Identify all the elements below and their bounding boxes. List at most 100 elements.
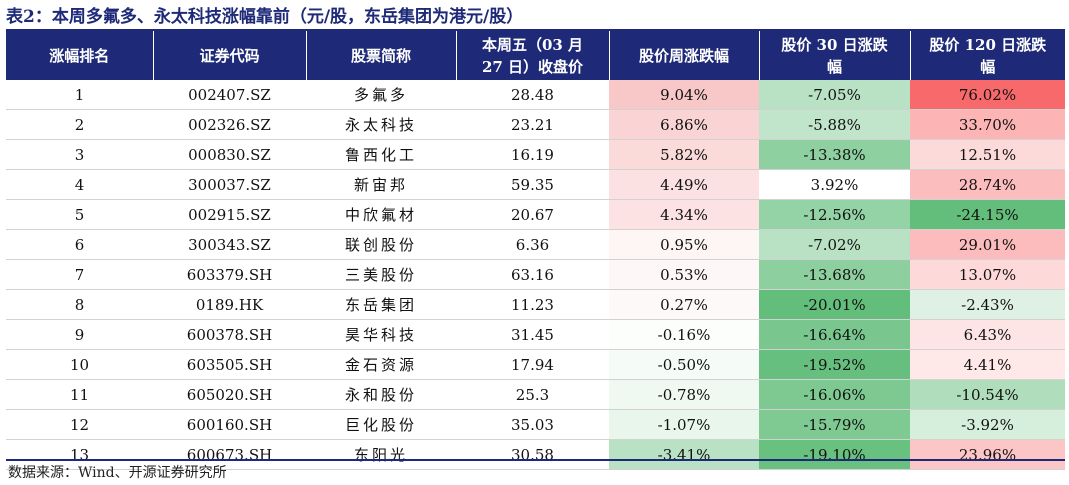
header-rank: 涨幅排名 xyxy=(6,31,154,80)
cell-rank: 11 xyxy=(6,379,153,410)
cell-rank: 8 xyxy=(6,289,153,320)
cell-rank: 9 xyxy=(6,319,153,350)
cell-30d-change: -7.02% xyxy=(759,229,910,260)
cell-week-change: 4.34% xyxy=(609,199,759,230)
cell-week-change: -0.16% xyxy=(609,319,759,350)
cell-120d-change: 33.70% xyxy=(910,109,1065,140)
cell-close: 17.94 xyxy=(456,349,609,380)
header-close: 本周五（03 月 27 日）收盘价 xyxy=(456,31,610,80)
cell-week-change: 6.86% xyxy=(609,109,759,140)
table-row: 8 0189.HK 东岳集团 11.23 0.27% -20.01% -2.43% xyxy=(6,289,1065,320)
cell-name: 新宙邦 xyxy=(306,169,456,200)
header-30d-change: 股价 30 日涨跌幅 xyxy=(759,31,911,80)
table-row: 12 600160.SH 巨化股份 35.03 -1.07% -15.79% -3.92% xyxy=(6,409,1065,440)
cell-30d-change: -7.05% xyxy=(759,80,910,110)
cell-rank: 3 xyxy=(6,139,153,170)
cell-120d-change: 29.01% xyxy=(910,229,1065,260)
cell-close: 6.36 xyxy=(456,229,609,260)
cell-close: 16.19 xyxy=(456,139,609,170)
header-text-line: 涨幅排名 xyxy=(49,46,110,65)
cell-30d-change: -5.88% xyxy=(759,109,910,140)
cell-close: 20.67 xyxy=(456,199,609,230)
table-row: 9 600378.SH 昊华科技 31.45 -0.16% -16.64% 6.43% xyxy=(6,319,1065,350)
cell-close: 11.23 xyxy=(456,289,609,320)
cell-120d-change: 13.07% xyxy=(910,259,1065,290)
cell-code: 300037.SZ xyxy=(153,169,306,200)
cell-name: 巨化股份 xyxy=(306,409,456,440)
cell-week-change: 0.27% xyxy=(609,289,759,320)
cell-120d-change: 6.43% xyxy=(910,319,1065,350)
cell-close: 28.48 xyxy=(456,80,609,110)
cell-rank: 2 xyxy=(6,109,153,140)
cell-120d-change: 76.02% xyxy=(910,80,1065,110)
top-rule xyxy=(6,29,1065,31)
cell-name: 永和股份 xyxy=(306,379,456,410)
cell-120d-change: 23.96% xyxy=(910,439,1065,470)
header-text-line: 幅 xyxy=(826,57,842,76)
table-row: 11 605020.SH 永和股份 25.3 -0.78% -16.06% -10.54% xyxy=(6,379,1065,410)
cell-120d-change: 12.51% xyxy=(910,139,1065,170)
cell-name: 永太科技 xyxy=(306,109,456,140)
table-row: 7 603379.SH 三美股份 63.16 0.53% -13.68% 13.07% xyxy=(6,259,1065,290)
cell-30d-change: -19.52% xyxy=(759,349,910,380)
cell-code: 603379.SH xyxy=(153,259,306,290)
header-text-line: 股价 120 日涨跌 xyxy=(929,35,1047,54)
cell-30d-change: -13.68% xyxy=(759,259,910,290)
cell-code: 0189.HK xyxy=(153,289,306,320)
cell-name: 多氟多 xyxy=(306,80,456,110)
header-text-line: 幅 xyxy=(980,57,996,76)
table-row: 6 300343.SZ 联创股份 6.36 0.95% -7.02% 29.01% xyxy=(6,229,1065,260)
table-title: 表2：本周多氟多、永太科技涨幅靠前（元/股，东岳集团为港元/股） xyxy=(6,7,524,27)
cell-code: 002915.SZ xyxy=(153,199,306,230)
cell-week-change: -1.07% xyxy=(609,409,759,440)
header-week-change: 股价周涨跌幅 xyxy=(609,31,760,80)
cell-120d-change: -24.15% xyxy=(910,199,1065,230)
header-120d-change: 股价 120 日涨跌幅 xyxy=(910,31,1065,80)
cell-120d-change: 28.74% xyxy=(910,169,1065,200)
cell-code: 000830.SZ xyxy=(153,139,306,170)
header-text-line: 股票简称 xyxy=(350,46,411,65)
header-text-line: 股价 30 日涨跌 xyxy=(781,35,888,54)
cell-close: 30.58 xyxy=(456,439,609,470)
table-row: 2 002326.SZ 永太科技 23.21 6.86% -5.88% 33.70% xyxy=(6,109,1065,140)
cell-30d-change: -20.01% xyxy=(759,289,910,320)
table-row: 3 000830.SZ 鲁西化工 16.19 5.82% -13.38% 12.51% xyxy=(6,139,1065,170)
cell-30d-change: -16.64% xyxy=(759,319,910,350)
cell-name: 金石资源 xyxy=(306,349,456,380)
cell-close: 35.03 xyxy=(456,409,609,440)
cell-code: 300343.SZ xyxy=(153,229,306,260)
cell-30d-change: -19.10% xyxy=(759,439,910,470)
cell-week-change: -0.50% xyxy=(609,349,759,380)
cell-30d-change: -12.56% xyxy=(759,199,910,230)
cell-30d-change: -13.38% xyxy=(759,139,910,170)
table-row: 4 300037.SZ 新宙邦 59.35 4.49% 3.92% 28.74% xyxy=(6,169,1065,200)
cell-close: 63.16 xyxy=(456,259,609,290)
cell-rank: 12 xyxy=(6,409,153,440)
cell-code: 002326.SZ xyxy=(153,109,306,140)
cell-rank: 10 xyxy=(6,349,153,380)
cell-120d-change: 4.41% xyxy=(910,349,1065,380)
table-row: 10 603505.SH 金石资源 17.94 -0.50% -19.52% 4.41% xyxy=(6,349,1065,380)
table-row: 5 002915.SZ 中欣氟材 20.67 4.34% -12.56% -24.15% xyxy=(6,199,1065,230)
bottom-rule xyxy=(6,459,1065,461)
cell-week-change: 4.49% xyxy=(609,169,759,200)
cell-code: 603505.SH xyxy=(153,349,306,380)
cell-close: 31.45 xyxy=(456,319,609,350)
cell-code: 600378.SH xyxy=(153,319,306,350)
header-text-line: 证券代码 xyxy=(199,46,260,65)
cell-week-change: -3.41% xyxy=(609,439,759,470)
header-name: 股票简称 xyxy=(306,31,457,80)
cell-name: 鲁西化工 xyxy=(306,139,456,170)
header-code: 证券代码 xyxy=(153,31,307,80)
cell-week-change: 0.53% xyxy=(609,259,759,290)
stock-table: 涨幅排名 证券代码 股票简称 本周五（03 月 27 日）收盘价 股价周涨跌幅 股… xyxy=(6,31,1065,470)
cell-name: 东岳集团 xyxy=(306,289,456,320)
cell-close: 59.35 xyxy=(456,169,609,200)
cell-120d-change: -3.92% xyxy=(910,409,1065,440)
cell-30d-change: 3.92% xyxy=(759,169,910,200)
header-text-line: 本周五（03 月 xyxy=(481,35,584,54)
cell-week-change: 9.04% xyxy=(609,80,759,110)
cell-rank: 1 xyxy=(6,80,153,110)
header-text-line: 27 日）收盘价 xyxy=(481,57,584,76)
cell-code: 600160.SH xyxy=(153,409,306,440)
